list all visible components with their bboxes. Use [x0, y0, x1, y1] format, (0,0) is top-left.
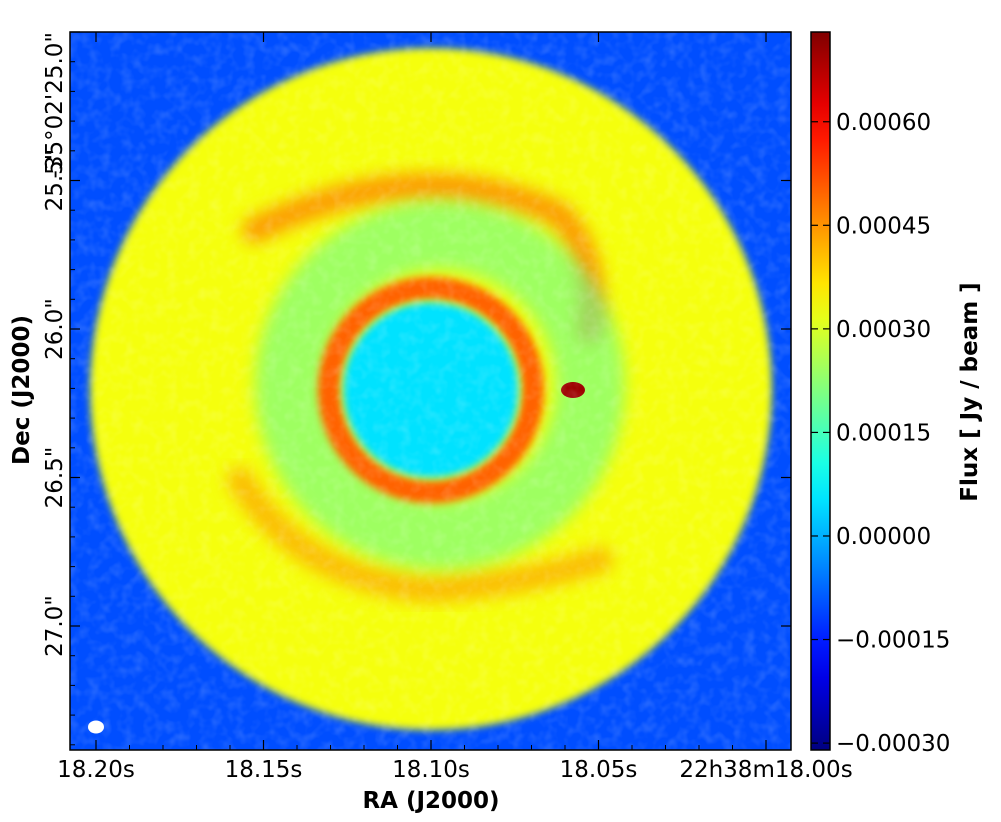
y-tick-label: -35°02'25.0" — [42, 32, 68, 178]
x-axis-label: RA (J2000) — [362, 788, 499, 814]
y-tick-label: 27.0" — [42, 595, 68, 657]
x-tick-label: 18.15s — [225, 757, 303, 783]
colorbar: 0.00060 0.00045 0.00030 0.00015 0.00000 −0.00… — [810, 31, 950, 757]
colorbar-tick-label: 0.00015 — [836, 420, 931, 446]
colorbar-tick-label: 0.00045 — [836, 213, 931, 239]
colorbar-ticks: 0.00060 0.00045 0.00030 0.00015 0.00000 −0.00… — [811, 110, 950, 757]
y-axis-label: Dec (J2000) — [9, 315, 35, 465]
colorbar-label: Flux [ Jy / beam ] — [957, 282, 983, 501]
heatmap-image — [70, 32, 791, 750]
y-tick-label: 26.0" — [42, 298, 68, 360]
colorbar-tick-label: 0.00030 — [836, 317, 931, 343]
y-tick-label: 25.5" — [42, 150, 68, 212]
x-tick-label: 18.20s — [57, 757, 135, 783]
colorbar-tick-label: 0.00000 — [836, 524, 931, 550]
beam-ellipse — [88, 720, 104, 734]
noise-overlay — [70, 32, 791, 750]
colorbar-frame — [810, 31, 831, 751]
x-tick-label: 18.10s — [392, 757, 470, 783]
colorbar-tick-label: −0.00030 — [836, 731, 950, 757]
y-tick-label: 26.5" — [42, 447, 68, 509]
colorbar-tick-label: 0.00060 — [836, 110, 931, 136]
x-axis: 18.20s 18.15s 18.10s 18.05s 22h38m18.00s — [57, 32, 853, 783]
colorbar-tick-label: −0.00015 — [836, 628, 950, 654]
colorbar-gradient — [811, 32, 830, 750]
x-tick-label: 22h38m18.00s — [679, 757, 852, 783]
y-axis: -35°02'25.0"25.5" 26.0" 26.5" 27.0" — [42, 31, 791, 746]
x-tick-label: 18.05s — [560, 757, 638, 783]
